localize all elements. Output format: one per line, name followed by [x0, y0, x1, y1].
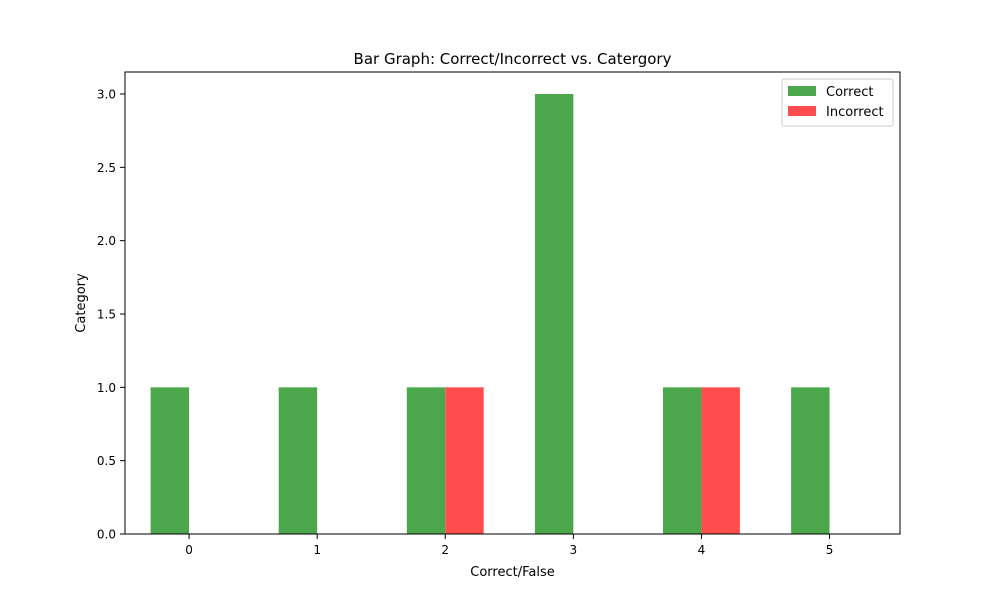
- legend-swatch-correct: [788, 86, 816, 96]
- plot-frame: [124, 71, 901, 535]
- x-tick-label: 0: [185, 543, 193, 557]
- x-axis-label: Correct/False: [470, 565, 554, 580]
- x-tick-label: 4: [698, 543, 706, 557]
- bar-correct-1: [278, 387, 318, 534]
- y-tick-label: 0.5: [97, 454, 116, 468]
- bar-correct-5: [791, 387, 830, 534]
- bar-incorrect-2: [445, 387, 484, 534]
- bar-correct-0: [150, 387, 190, 534]
- chart-title: Bar Graph: Correct/Incorrect vs. Catergo…: [354, 50, 672, 68]
- x-tick-label: 5: [826, 543, 834, 557]
- y-tick-label: 2.0: [97, 234, 116, 248]
- y-axis: 0.0 0.5 1.0 1.5 2.0 2.5 3.0: [97, 88, 125, 542]
- bar-correct-2: [406, 387, 446, 534]
- legend-swatch-incorrect: [788, 106, 816, 116]
- bar-correct-4: [663, 387, 702, 534]
- legend-label-correct: Correct: [826, 85, 873, 100]
- y-tick-label: 2.5: [97, 161, 116, 175]
- legend: Correct Incorrect: [781, 78, 894, 127]
- x-tick-label: 1: [313, 543, 321, 557]
- bar-incorrect-4: [701, 387, 740, 534]
- y-axis-label: Category: [74, 273, 89, 333]
- y-tick-label: 0.0: [97, 528, 116, 542]
- bar-correct-3: [534, 94, 574, 534]
- x-tick-label: 2: [441, 543, 449, 557]
- y-tick-label: 1.0: [97, 381, 116, 395]
- x-axis: 0 1 2 3 4 5: [185, 534, 833, 557]
- y-tick-label: 3.0: [97, 88, 116, 102]
- y-tick-label: 1.5: [97, 308, 116, 322]
- x-tick-label: 3: [570, 543, 578, 557]
- bars-group: [150, 94, 830, 534]
- legend-label-incorrect: Incorrect: [826, 105, 884, 120]
